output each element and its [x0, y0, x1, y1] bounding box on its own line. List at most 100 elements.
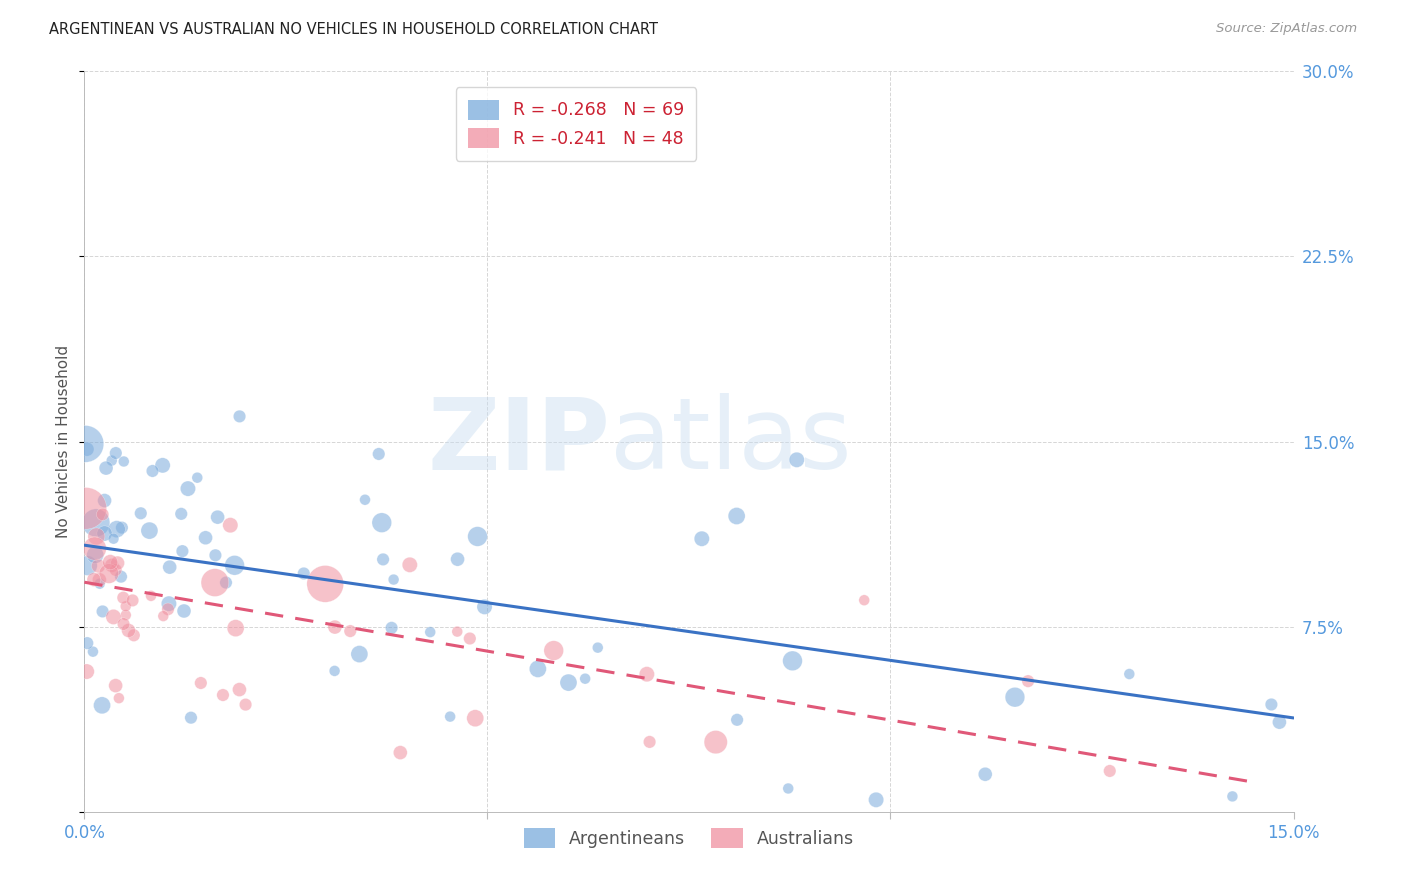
Point [84, 548, 107, 562]
Point [557, 675, 579, 690]
Point [725, 508, 748, 523]
Point [474, 599, 496, 614]
Point [389, 746, 412, 760]
Point [173, 604, 195, 618]
Point [156, 602, 179, 616]
Point [108, 691, 131, 706]
Point [83, 573, 105, 587]
Point [97, 566, 120, 581]
Point [323, 664, 346, 678]
Point [212, 688, 235, 702]
Point [574, 672, 596, 686]
Point [204, 548, 226, 562]
Point [458, 632, 481, 646]
Text: ARGENTINEAN VS AUSTRALIAN NO VEHICLES IN HOUSEHOLD CORRELATION CHART: ARGENTINEAN VS AUSTRALIAN NO VEHICLES IN… [49, 22, 658, 37]
Text: atlas: atlas [610, 393, 852, 490]
Point [1222, 789, 1244, 804]
Point [194, 531, 217, 545]
Point [725, 713, 748, 727]
Point [381, 621, 404, 635]
Point [446, 552, 468, 566]
Point [1004, 690, 1026, 705]
Point [865, 793, 887, 807]
Point [786, 452, 808, 467]
Point [224, 558, 246, 573]
Point [141, 464, 163, 478]
Point [83, 541, 105, 556]
Y-axis label: No Vehicles in Household: No Vehicles in Household [56, 345, 72, 538]
Point [89, 576, 111, 591]
Point [91, 698, 114, 713]
Point [367, 447, 389, 461]
Point [112, 591, 135, 605]
Point [778, 781, 800, 796]
Point [104, 563, 127, 577]
Point [782, 654, 804, 668]
Point [76, 636, 98, 650]
Point [129, 506, 152, 520]
Point [974, 767, 997, 781]
Point [93, 493, 115, 508]
Point [467, 529, 489, 543]
Point [204, 575, 226, 590]
Point [527, 662, 550, 676]
Point [110, 569, 132, 583]
Legend: Argentineans, Australians: Argentineans, Australians [517, 821, 860, 855]
Point [323, 620, 346, 634]
Point [228, 682, 250, 697]
Point [704, 735, 727, 749]
Point [91, 604, 114, 618]
Point [207, 510, 229, 524]
Point [93, 526, 115, 541]
Point [114, 599, 136, 614]
Point [180, 711, 202, 725]
Point [172, 544, 194, 558]
Point [76, 442, 98, 457]
Point [636, 667, 658, 681]
Point [84, 516, 107, 530]
Point [1260, 698, 1282, 712]
Point [152, 458, 174, 473]
Point [82, 645, 104, 659]
Point [1268, 715, 1291, 730]
Point [439, 709, 461, 723]
Point [339, 624, 361, 638]
Point [139, 589, 162, 603]
Point [215, 575, 238, 590]
Point [292, 566, 315, 581]
Point [1017, 674, 1039, 689]
Point [1098, 764, 1121, 778]
Text: ZIP: ZIP [427, 393, 610, 490]
Point [235, 698, 257, 712]
Point [114, 608, 136, 623]
Point [314, 577, 336, 591]
Point [371, 516, 394, 530]
Point [690, 532, 713, 546]
Point [89, 573, 111, 587]
Point [117, 624, 139, 638]
Point [111, 521, 134, 535]
Point [446, 624, 468, 639]
Point [104, 679, 127, 693]
Point [100, 453, 122, 467]
Point [398, 558, 420, 572]
Point [104, 446, 127, 460]
Point [121, 593, 143, 607]
Point [112, 617, 135, 632]
Point [228, 409, 250, 424]
Point [371, 552, 394, 566]
Point [105, 522, 128, 536]
Point [177, 482, 200, 496]
Point [190, 676, 212, 690]
Point [87, 558, 110, 573]
Point [464, 711, 486, 725]
Point [853, 593, 876, 607]
Point [1118, 667, 1140, 681]
Point [103, 610, 125, 624]
Point [94, 461, 117, 475]
Point [112, 454, 135, 468]
Point [170, 507, 193, 521]
Point [98, 555, 121, 569]
Point [382, 573, 405, 587]
Point [103, 532, 125, 546]
